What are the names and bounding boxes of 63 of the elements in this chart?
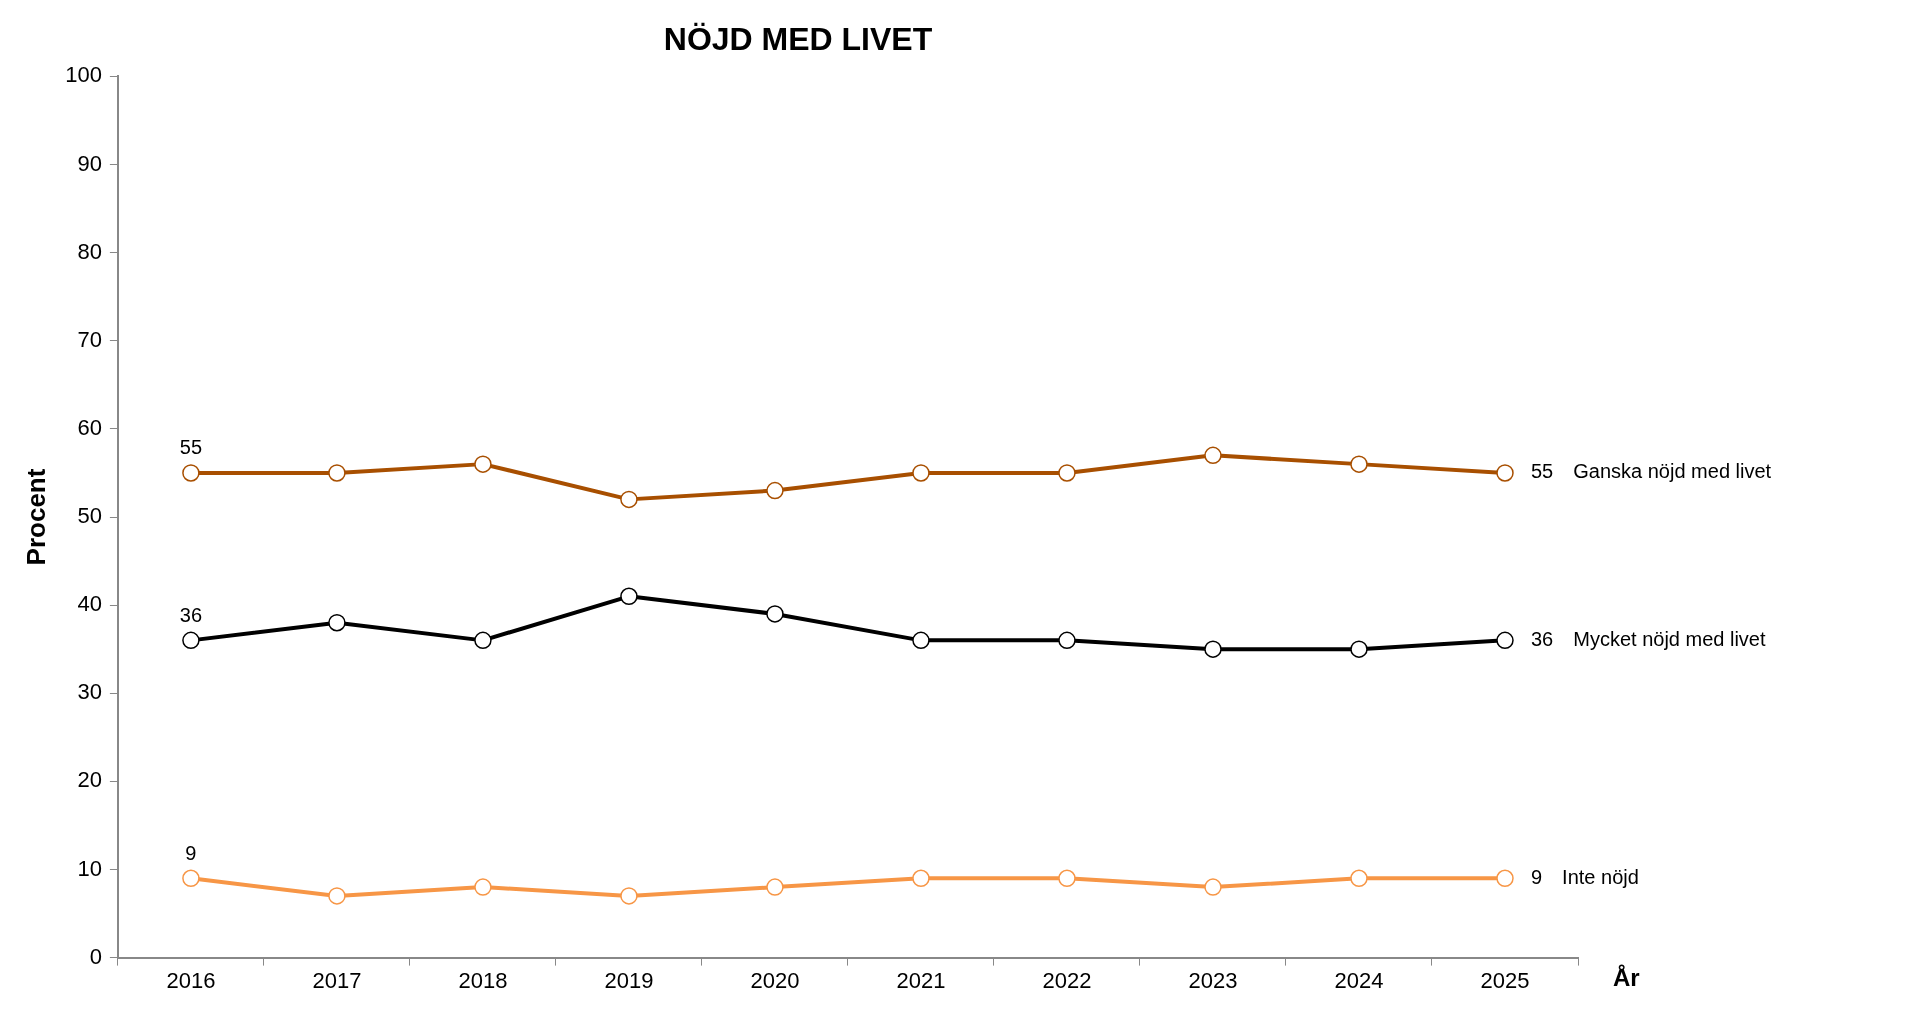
point [766, 605, 784, 623]
point [1204, 446, 1222, 465]
point [620, 587, 638, 606]
data-label: 36 [179, 603, 203, 626]
point [1204, 640, 1222, 658]
point [474, 455, 492, 473]
x-tick-label: 2017 [312, 967, 362, 993]
point [766, 878, 784, 896]
x-tick-label: 2019 [604, 967, 654, 993]
point [182, 464, 200, 482]
point [474, 878, 492, 896]
point [912, 631, 930, 650]
point [1496, 464, 1514, 482]
point [1058, 631, 1076, 650]
point [1496, 869, 1514, 888]
y-tick-label: 60 [77, 414, 102, 440]
text: Mycket nöjd med livet [1573, 627, 1766, 650]
y-tick-label: 20 [77, 767, 102, 793]
y-axis-title: Procent [20, 468, 51, 566]
x-tick-label: 2021 [896, 967, 946, 993]
point [912, 869, 930, 888]
y-tick-label: 90 [77, 150, 102, 176]
y-tick-label: 10 [77, 855, 102, 881]
point [1058, 869, 1076, 888]
data-label: 36 [1531, 627, 1554, 650]
y-tick-label: 100 [65, 62, 102, 88]
point [1204, 878, 1222, 896]
y-tick-label: 30 [77, 679, 102, 705]
point [1496, 631, 1514, 650]
x-tick-label: 2024 [1334, 967, 1384, 993]
x-tick-label: 2018 [458, 967, 508, 993]
text: Ganska nöjd med livet [1573, 460, 1772, 483]
y-tick-label: 70 [77, 326, 102, 352]
chart-title: NÖJD MED LIVET [663, 21, 933, 58]
point [328, 464, 346, 482]
x-tick-label: 2022 [1042, 967, 1092, 993]
point [620, 887, 638, 905]
point [328, 887, 346, 905]
point [912, 464, 930, 482]
point [620, 490, 638, 509]
point [1058, 464, 1076, 482]
point [182, 869, 200, 888]
point [1350, 455, 1368, 473]
text: Inte nöjd [1562, 865, 1639, 888]
point [766, 481, 784, 500]
point [1350, 869, 1368, 888]
x-tick-label: 2016 [166, 967, 216, 993]
point [1350, 640, 1368, 658]
y-tick-label: 0 [89, 943, 102, 969]
data-label: 9 [185, 841, 197, 864]
point [182, 631, 200, 650]
y-tick-label: 40 [77, 591, 102, 617]
x-tick-label: 2020 [750, 967, 800, 993]
x-axis-title: År [1613, 964, 1640, 992]
data-label: 55 [1531, 460, 1554, 483]
point [474, 631, 492, 650]
data-label: 9 [1531, 865, 1543, 888]
x-tick-label: 2025 [1480, 967, 1530, 993]
y-tick-label: 50 [77, 503, 102, 529]
x-tick-label: 2023 [1188, 967, 1238, 993]
y-tick-label: 80 [77, 238, 102, 264]
data-label: 55 [179, 436, 203, 459]
point [328, 613, 346, 632]
